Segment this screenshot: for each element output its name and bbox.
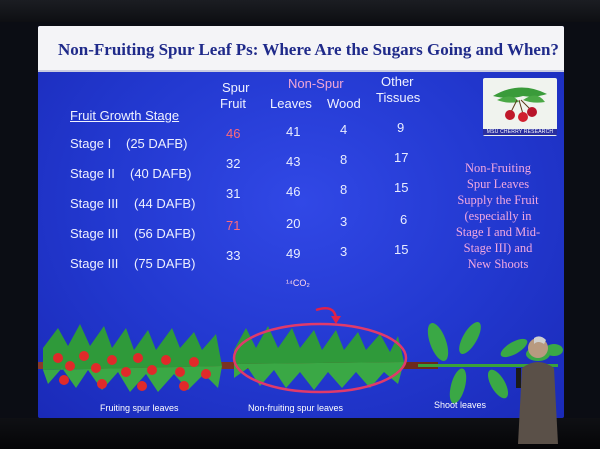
shoot-stem: [418, 364, 558, 367]
cell-wood: 8: [340, 152, 348, 167]
col-header-spur-line1: Spur: [222, 80, 250, 95]
col-header-spur-line2: Fruit: [220, 96, 246, 111]
row-dafb-label: (44 DAFB): [134, 196, 196, 211]
cell-wood: 4: [340, 122, 348, 137]
col-group-header-non-spur: Non-Spur: [288, 76, 344, 91]
note-line: (especially in: [464, 209, 532, 223]
cell-leaves: 20: [286, 216, 301, 231]
col-header-other-line1: Other: [381, 74, 414, 89]
projected-slide: Non-Fruiting Spur Leaf Ps: Where Are the…: [38, 26, 564, 418]
label-nonfruiting-spur-leaves: Non-fruiting spur leaves: [248, 403, 344, 413]
cherry-branch-illustration: [38, 307, 563, 404]
note-line: New Shoots: [467, 257, 529, 271]
note-line: Non-Fruiting: [465, 161, 531, 175]
note-line: Supply the Fruit: [457, 193, 539, 207]
label-shoot-leaves: Shoot leaves: [434, 400, 487, 410]
cell-leaves: 49: [286, 246, 301, 261]
title-bar: Non-Fruiting Spur Leaf Ps: Where Are the…: [38, 26, 564, 72]
cell-other: 17: [394, 150, 409, 165]
row-header-fruit-growth-stage: Fruit Growth Stage: [70, 108, 180, 123]
presenter-figure: [516, 336, 558, 444]
note-line: Spur Leaves: [466, 177, 530, 191]
row-stage-label: Stage II: [70, 166, 115, 181]
label-fruiting-spur-leaves: Fruiting spur leaves: [100, 403, 179, 413]
row-dafb-label: (40 DAFB): [130, 166, 192, 181]
cherry-fruits: [53, 351, 211, 391]
audience-foreground: [0, 418, 600, 449]
row-stage-label: Stage III: [70, 196, 119, 211]
row-stage-label: Stage I: [70, 136, 112, 151]
col-header-other-line2: Tissues: [376, 90, 421, 105]
note-line: Stage III) and: [463, 241, 533, 255]
msu-cherry-logo: MSU CHERRY RESEARCH: [483, 78, 557, 136]
cell-wood: 3: [340, 214, 348, 229]
co2-arrow-icon: [315, 307, 338, 319]
cell-other: 9: [397, 120, 405, 135]
cell-leaves: 46: [286, 184, 301, 199]
row-stage-label: Stage III: [70, 226, 119, 241]
cherry-logo-icon: [493, 87, 547, 122]
room-ceiling: [0, 0, 600, 22]
note-line: Stage I and Mid-: [455, 225, 541, 239]
nonfruiting-spur-cluster: [234, 326, 404, 390]
col-header-leaves: Leaves: [270, 96, 312, 111]
cell-leaves: 43: [286, 154, 301, 169]
row-dafb-label: (25 DAFB): [126, 136, 188, 151]
slide-note: Non-Fruiting Spur Leaves Supply the Frui…: [434, 160, 562, 272]
cell-spur-fruit: 46: [226, 126, 241, 141]
nonfruiting-highlight-ellipse: [232, 322, 408, 394]
slide-title: Non-Fruiting Spur Leaf Ps: Where Are the…: [58, 40, 559, 59]
microphone-icon: [516, 368, 521, 388]
co2-arrowhead-icon: [331, 316, 341, 324]
co2-label: ¹⁴CO₂: [286, 278, 310, 288]
cell-other: 15: [394, 180, 409, 195]
cell-leaves: 41: [286, 124, 301, 139]
cell-other: 15: [394, 242, 409, 257]
col-header-wood: Wood: [327, 96, 361, 111]
cell-spur-fruit: 31: [226, 186, 241, 201]
cell-spur-fruit: 32: [226, 156, 241, 171]
logo-caption: MSU CHERRY RESEARCH: [483, 129, 557, 135]
cell-wood: 3: [340, 244, 348, 259]
row-stage-label: Stage III: [70, 256, 119, 271]
cell-other: 6: [400, 212, 408, 227]
row-dafb-label: (75 DAFB): [134, 256, 196, 271]
cell-spur-fruit: 33: [226, 248, 241, 263]
cell-wood: 8: [340, 182, 348, 197]
row-dafb-label: (56 DAFB): [134, 226, 196, 241]
cell-spur-fruit: 71: [226, 218, 241, 233]
